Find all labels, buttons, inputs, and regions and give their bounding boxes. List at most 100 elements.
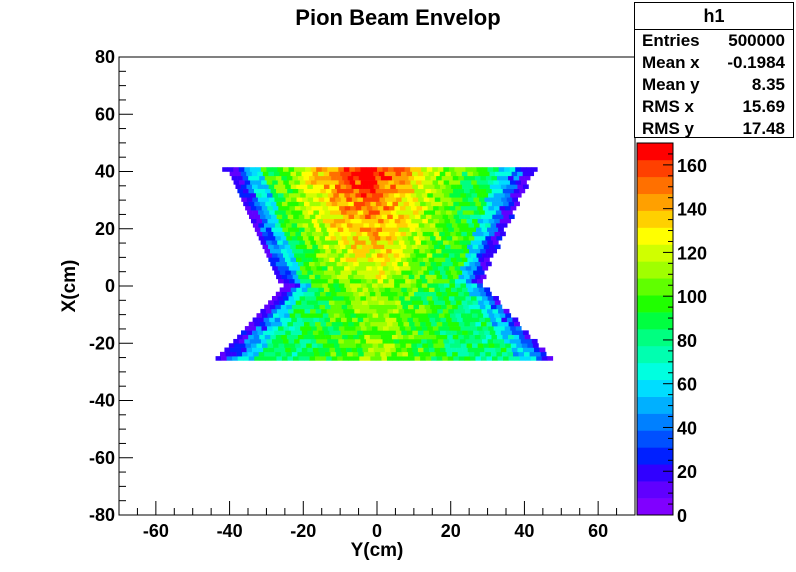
heatmap-cell (363, 223, 370, 228)
heatmap-cell (276, 321, 283, 327)
heatmap-cell (451, 223, 458, 228)
heatmap-cell (329, 287, 336, 293)
heatmap-cell (339, 244, 346, 250)
heatmap-cell (243, 201, 250, 207)
heatmap-cell (478, 244, 485, 250)
heatmap-cell (452, 291, 459, 297)
heatmap-cell (331, 214, 338, 220)
heatmap-cell (296, 210, 303, 215)
heatmap-cell (325, 248, 332, 254)
heatmap-cell (438, 343, 445, 348)
heatmap-cell (296, 347, 303, 353)
heatmap-cell (456, 257, 463, 262)
heatmap-cell (513, 188, 520, 194)
heatmap-cell (500, 231, 506, 237)
heatmap-cell (414, 334, 420, 340)
heatmap-cell (412, 184, 419, 189)
heatmap-cell (453, 321, 460, 327)
heatmap-cell (385, 304, 392, 310)
heatmap-cell (294, 167, 300, 172)
heatmap-cell (468, 235, 475, 241)
heatmap-cell (511, 347, 518, 353)
heatmap-cell (306, 343, 313, 348)
heatmap-cell (261, 192, 268, 198)
heatmap-cell (317, 244, 324, 250)
heatmap-cell (473, 270, 480, 275)
heatmap-cell (283, 192, 290, 198)
heatmap-cell (274, 223, 281, 228)
heatmap-cell (505, 343, 512, 348)
heatmap-cell (497, 356, 504, 361)
heatmap-cell (456, 244, 462, 250)
heatmap-cell (279, 184, 286, 189)
heatmap-cell (240, 171, 247, 177)
heatmap-cell (466, 218, 473, 224)
heatmap-cell (346, 287, 352, 293)
heatmap-cell (495, 171, 501, 177)
heatmap-cell (268, 184, 275, 189)
heatmap-cell (500, 184, 507, 189)
heatmap-cell (401, 257, 407, 262)
heatmap-cell (340, 184, 347, 189)
heatmap-cell (386, 175, 393, 181)
heatmap-cell (363, 317, 370, 323)
stats-label: RMS x (642, 97, 694, 116)
heatmap-cell (283, 180, 290, 185)
heatmap-cell (415, 308, 421, 314)
heatmap-cell (445, 330, 452, 335)
heatmap-cell (447, 356, 454, 361)
heatmap-cell (260, 338, 267, 344)
heatmap-cell (375, 274, 382, 280)
heatmap-cell (504, 180, 511, 185)
heatmap-cell (495, 330, 502, 335)
heatmap-cell (465, 167, 472, 172)
heatmap-cell (433, 231, 440, 237)
heatmap-cells (215, 167, 554, 361)
heatmap-cell (385, 317, 392, 323)
heatmap-cell (466, 313, 473, 318)
heatmap-cell (286, 175, 293, 181)
stats-row: Mean y 8.35 (635, 74, 793, 96)
heatmap-cell (401, 330, 408, 335)
heatmap-cell (468, 317, 475, 323)
heatmap-cell (283, 265, 290, 271)
heatmap-cell (415, 240, 422, 245)
heatmap-cell (467, 171, 474, 177)
heatmap-cell (374, 351, 381, 357)
heatmap-cell (483, 313, 489, 318)
heatmap-cell (450, 231, 457, 237)
heatmap-cell (314, 188, 321, 194)
heatmap-cell (263, 210, 270, 215)
heatmap-cell (366, 283, 373, 288)
heatmap-cell (301, 300, 308, 305)
heatmap-cell (286, 351, 293, 357)
heatmap-cell (404, 240, 411, 245)
heatmap-cell (367, 218, 373, 224)
heatmap-cell (488, 326, 494, 331)
heatmap-cell (375, 248, 381, 254)
heatmap-cell (279, 244, 285, 250)
heatmap-cell (253, 334, 260, 340)
heatmap-cell (393, 265, 400, 271)
heatmap-cell (325, 261, 332, 267)
heatmap-cell (290, 257, 297, 262)
heatmap-cell (314, 274, 321, 280)
heatmap-cell (277, 240, 284, 245)
heatmap-cell (284, 244, 291, 250)
heatmap-cell (322, 326, 329, 331)
heatmap-cell (262, 343, 268, 348)
heatmap-cell (399, 167, 405, 172)
heatmap-cell (357, 197, 364, 202)
heatmap-cell (438, 326, 445, 331)
heatmap-cell (279, 300, 285, 305)
heatmap-cell (370, 308, 377, 314)
heatmap-cell (333, 205, 340, 211)
heatmap-cell (377, 283, 384, 288)
heatmap-cell (470, 296, 477, 301)
heatmap-cell (304, 214, 311, 220)
heatmap-cell (383, 326, 389, 331)
heatmap-cell (451, 210, 458, 215)
heatmap-cell (515, 167, 522, 172)
heatmap-cell (409, 201, 415, 207)
